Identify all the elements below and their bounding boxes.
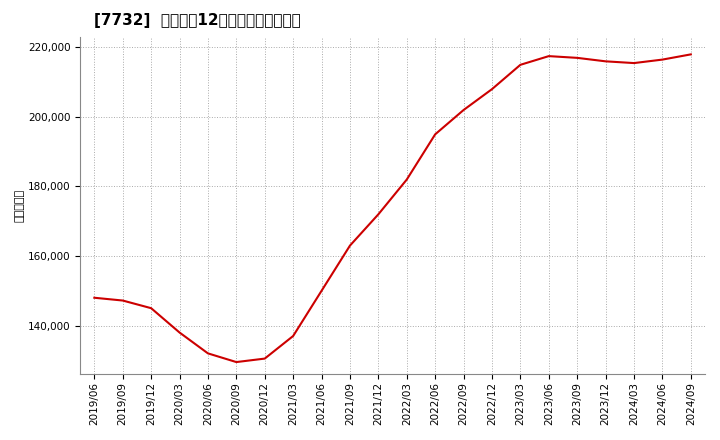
Text: [7732]  売上高の12か月移動合計の推移: [7732] 売上高の12か月移動合計の推移 <box>94 13 300 28</box>
Y-axis label: （百万円）: （百万円） <box>15 189 25 222</box>
